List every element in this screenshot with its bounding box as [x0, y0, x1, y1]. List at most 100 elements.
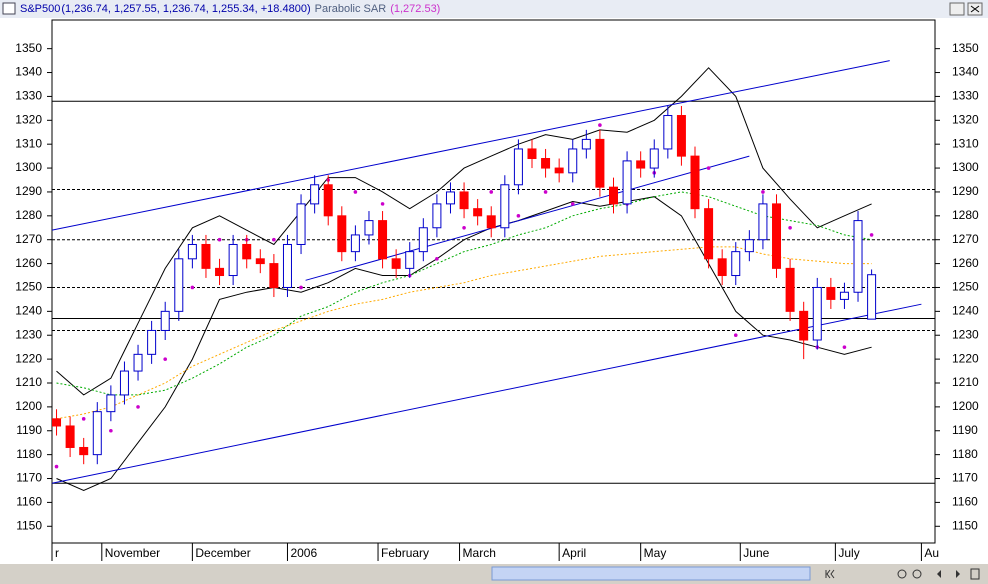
candle-body: [513, 148, 523, 186]
sar-dot: [217, 237, 222, 242]
sar-dot: [462, 225, 466, 230]
x-tick-label: April: [562, 546, 586, 560]
candle-body: [310, 184, 320, 205]
candle-body: [473, 208, 483, 217]
candle-body: [758, 203, 768, 241]
y-tick-label: 1340: [15, 65, 42, 79]
candle-body: [649, 148, 659, 169]
zoom-out-button[interactable]: [897, 569, 907, 579]
sar-dot: [543, 190, 548, 194]
y-tick-label: 1190: [16, 423, 42, 437]
scrollbar-thumb[interactable]: [491, 566, 811, 581]
sar-dot: [761, 190, 765, 194]
sar-dot: [489, 190, 494, 194]
candle-body: [445, 191, 455, 205]
candle-body: [282, 243, 292, 288]
candle-body: [541, 158, 551, 169]
candle-body: [812, 286, 822, 341]
nav-buttons: [825, 568, 980, 580]
sar-dot: [81, 417, 86, 421]
x-tick-label: 2006: [290, 546, 317, 560]
symbol-values: (1,236.74, 1,257.55, 1,236.74, 1,255.34,…: [61, 3, 310, 15]
sar-dot: [788, 225, 792, 230]
overlay-line: [56, 196, 872, 492]
overlay-line: [56, 246, 872, 420]
candle-body: [405, 251, 415, 269]
y-tick-label: 1310: [15, 136, 42, 150]
sar-dot: [842, 345, 847, 349]
y-tick-label-right: 1310: [952, 136, 979, 150]
candle-body: [527, 148, 537, 160]
candle-body: [568, 148, 578, 174]
candle-body: [418, 227, 428, 253]
candle-body: [581, 138, 591, 150]
candle-body: [663, 115, 673, 150]
y-tick-label-right: 1250: [952, 280, 979, 294]
y-tick-label: 1230: [15, 327, 42, 341]
x-tick-label: November: [105, 546, 160, 560]
candle-body: [853, 220, 863, 293]
y-tick-label: 1200: [15, 399, 42, 413]
candle-body: [676, 115, 686, 157]
y-tick-label: 1170: [16, 471, 42, 485]
x-tick-label: May: [644, 546, 667, 560]
y-tick-label: 1210: [15, 375, 42, 389]
indicator-name: Parabolic SAR: [315, 3, 387, 15]
y-tick-label-right: 1210: [952, 375, 979, 389]
y-tick-label: 1300: [15, 160, 42, 174]
y-tick-label-right: 1300: [952, 160, 979, 174]
candle-body: [160, 310, 170, 331]
candle-body: [119, 370, 129, 396]
candle-body: [215, 267, 225, 277]
x-tick-label: June: [743, 546, 769, 560]
sar-dot: [54, 464, 59, 469]
trendline: [51, 303, 922, 484]
candle-body: [79, 446, 89, 456]
candle-body: [133, 353, 143, 372]
candle-body: [459, 191, 469, 210]
overlay-line: [56, 67, 872, 396]
candle-body: [187, 243, 197, 260]
sar-dot: [706, 166, 711, 170]
candle-body: [242, 243, 252, 260]
y-tick-label: 1180: [16, 447, 42, 461]
candle-body: [296, 203, 306, 245]
end-button[interactable]: [970, 568, 980, 580]
y-tick-label: 1270: [15, 232, 42, 246]
x-tick-label: March: [463, 546, 496, 560]
candle-body: [554, 167, 564, 174]
candle-body: [731, 251, 741, 277]
candle-body: [391, 258, 401, 269]
sar-dot: [570, 202, 575, 206]
y-tick-label: 1240: [15, 304, 42, 318]
y-tick-label-right: 1340: [952, 65, 979, 79]
y-tick-label: 1220: [15, 351, 42, 365]
candle-body: [772, 203, 782, 269]
candle-body: [92, 411, 102, 456]
sar-dot: [869, 233, 874, 237]
y-tick-label-right: 1160: [952, 495, 978, 509]
y-tick-label-right: 1260: [952, 256, 979, 270]
x-tick-label: July: [838, 546, 859, 560]
title-bar: [0, 0, 988, 18]
sar-dot: [598, 123, 602, 127]
candle-body: [323, 184, 333, 217]
candle-body: [799, 310, 809, 341]
candle-body: [106, 394, 116, 413]
zoom-in-button[interactable]: [912, 569, 922, 579]
trendline: [305, 155, 750, 281]
y-tick-label-right: 1280: [952, 208, 979, 222]
restore-button[interactable]: [949, 2, 965, 16]
candle-body: [486, 215, 496, 229]
indicator-value: (1,272.53): [390, 3, 440, 15]
window-icon[interactable]: [2, 2, 16, 15]
y-tick-label: 1280: [15, 208, 42, 222]
candle-body: [636, 160, 646, 169]
overlay-line: [56, 191, 872, 396]
y-tick-label-right: 1270: [952, 232, 979, 246]
scroll-start-button[interactable]: [825, 569, 835, 579]
symbol: S&P500: [20, 3, 60, 15]
y-tick-label: 1150: [16, 518, 42, 532]
y-tick-label-right: 1200: [952, 399, 979, 413]
